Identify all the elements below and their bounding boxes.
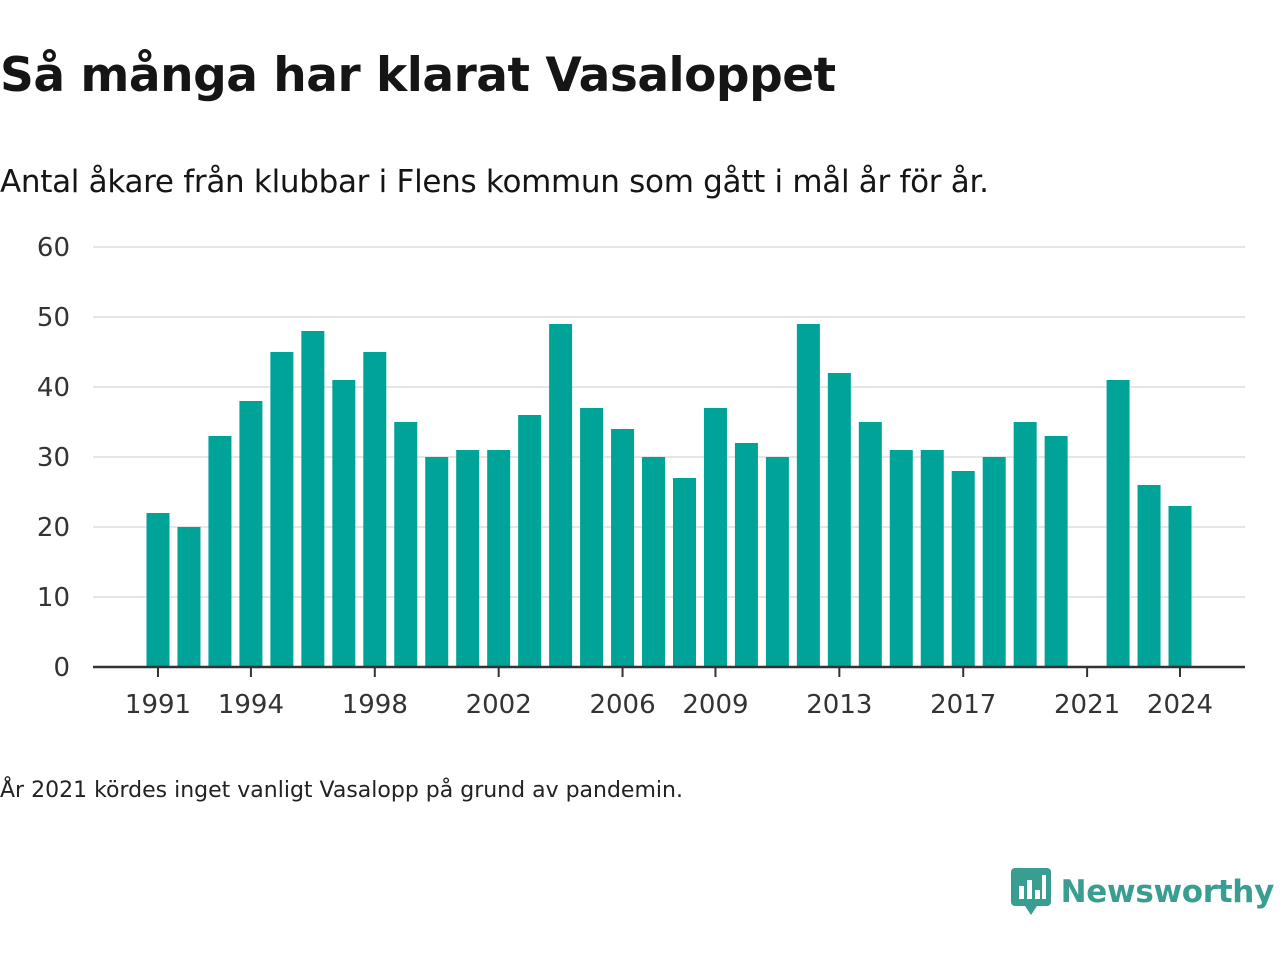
y-tick-label: 20 [37, 513, 70, 543]
brand-logo: Newsworthy [1010, 868, 1275, 916]
bar [1044, 436, 1068, 667]
chart-subtitle: Antal åkare från klubbar i Flens kommun … [0, 164, 989, 200]
bar [1013, 422, 1037, 667]
bar [642, 457, 666, 667]
bar [580, 408, 604, 667]
bar [889, 450, 913, 667]
x-tick-label: 2017 [930, 690, 996, 720]
x-tick-label: 2021 [1054, 690, 1120, 720]
newsworthy-logo-icon [1010, 868, 1051, 915]
y-tick-label: 40 [37, 373, 70, 403]
bar [549, 324, 573, 667]
x-tick-label: 2002 [466, 690, 532, 720]
bar [239, 401, 263, 667]
x-tick-label: 2013 [806, 690, 872, 720]
bar [518, 415, 542, 667]
grid-lines [93, 246, 1245, 598]
bar [672, 478, 696, 667]
bar [363, 352, 387, 667]
chart-title: Så många har klarat Vasaloppet [0, 48, 836, 103]
bar [982, 457, 1006, 667]
bar [734, 443, 758, 667]
x-tick-label: 2009 [682, 690, 748, 720]
bar [611, 429, 635, 667]
y-tick-label: 10 [37, 583, 70, 613]
bar [1137, 485, 1161, 667]
bar [208, 436, 232, 667]
x-tick-label: 2024 [1147, 690, 1213, 720]
bar [920, 450, 944, 667]
y-tick-label: 30 [37, 443, 70, 473]
bar [301, 331, 325, 667]
x-tick-label: 1998 [342, 690, 408, 720]
x-tick-label: 1991 [125, 690, 191, 720]
bar [456, 450, 480, 667]
bar [425, 457, 449, 667]
bar [146, 513, 170, 667]
bar-chart: 0 10 20 30 40 50 60 1991 1994 1998 2002 2006 2009 201… [37, 233, 1245, 720]
axes: 0 10 20 30 40 50 60 1991 1994 1998 2002 2006 2009 201… [37, 233, 1245, 720]
bar [796, 324, 820, 667]
brand-name: Newsworthy [1060, 874, 1275, 910]
bars [146, 324, 1192, 667]
bar [858, 422, 882, 667]
bar [827, 373, 851, 667]
y-tick-label: 0 [53, 653, 70, 683]
bar [487, 450, 511, 667]
y-tick-label: 50 [37, 303, 70, 333]
bar [177, 527, 201, 667]
y-tick-label: 60 [37, 233, 70, 263]
bar [703, 408, 727, 667]
bar [332, 380, 356, 667]
bar [270, 352, 294, 667]
bar [1106, 380, 1130, 667]
bar [951, 471, 975, 667]
x-tick-label: 1994 [218, 690, 284, 720]
footnote: År 2021 kördes inget vanligt Vasalopp på… [0, 778, 683, 803]
bar [1168, 506, 1192, 667]
bar [765, 457, 789, 667]
bar [394, 422, 418, 667]
x-tick-label: 2006 [589, 690, 655, 720]
